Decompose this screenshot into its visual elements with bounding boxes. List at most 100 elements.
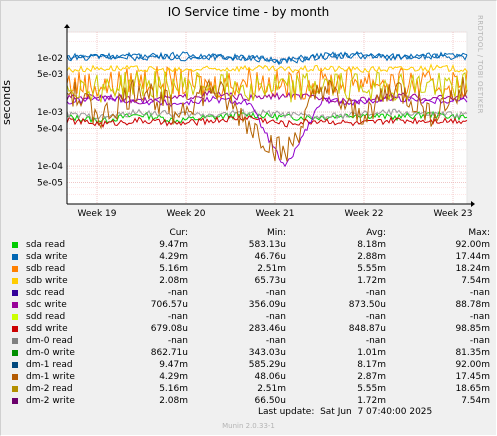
legend-min: 2.51m	[257, 264, 286, 274]
legend-row: dm-1 write 4.29m 48.06u 2.87m 17.45m	[12, 372, 490, 384]
legend-cur: 4.29m	[159, 252, 188, 262]
legend-swatch	[12, 266, 18, 272]
legend-header: Cur: Min: Avg: Max:	[12, 228, 490, 240]
legend-cur: 5.16m	[159, 264, 188, 274]
legend-swatch	[12, 314, 18, 320]
legend-swatch	[12, 374, 18, 380]
x-tick-label: Week 22	[345, 209, 384, 219]
legend-min: -nan	[265, 288, 286, 298]
series-line-dm-1-write	[66, 94, 468, 168]
legend-series-name: dm-1 write	[26, 372, 75, 382]
y-tick-label: 5e-04	[37, 124, 63, 134]
legend: Cur: Min: Avg: Max: sda read 9.47m 583.13u…	[12, 228, 490, 408]
legend-series-name: dm-2 write	[26, 396, 75, 406]
y-tick-label: 5e-05	[37, 178, 63, 188]
legend-swatch	[12, 302, 18, 308]
legend-min: 585.29u	[248, 360, 286, 370]
legend-min: 2.51m	[257, 384, 286, 394]
legend-row: sda write 4.29m 46.76u 2.88m 17.44m	[12, 252, 490, 264]
legend-max: 92.00m	[455, 240, 490, 250]
legend-series-name: dm-0 write	[26, 348, 75, 358]
legend-min: 65.73u	[254, 276, 286, 286]
legend-series-name: dm-1 read	[26, 360, 73, 370]
legend-avg: 1.72m	[357, 276, 386, 286]
legend-series-name: sdd write	[26, 324, 68, 334]
legend-max: 7.54m	[461, 276, 490, 286]
legend-cur: 862.71u	[150, 348, 188, 358]
header-min: Min:	[266, 228, 286, 238]
legend-swatch	[12, 338, 18, 344]
version-label: Munin 2.0.33-1	[222, 422, 275, 430]
legend-row: sdd read -nan -nan -nan -nan	[12, 312, 490, 324]
legend-series-name: sda read	[26, 240, 66, 250]
legend-series-name: dm-2 read	[26, 384, 73, 394]
legend-max: -nan	[469, 288, 490, 298]
legend-avg: 2.88m	[357, 252, 386, 262]
legend-cur: 679.08u	[150, 324, 188, 334]
series-line-dm-0-write	[66, 108, 468, 121]
legend-max: 92.00m	[455, 360, 490, 370]
legend-swatch	[12, 398, 18, 404]
legend-row: sdc read -nan -nan -nan -nan	[12, 288, 490, 300]
x-tick-label: Week 23	[434, 209, 473, 219]
rrdtool-credit: RRDTOOL / TOBI OETIKER	[476, 15, 484, 114]
legend-series-name: sda write	[26, 252, 68, 262]
legend-series-name: sdc read	[26, 288, 65, 298]
legend-cur: 4.29m	[159, 372, 188, 382]
legend-cur: 2.08m	[159, 396, 188, 406]
series-line-sda-read	[66, 110, 468, 124]
legend-row: sdc write 706.57u 356.09u 873.50u 88.78m	[12, 300, 490, 312]
legend-max: 98.85m	[455, 324, 490, 334]
legend-row: dm-0 write 862.71u 343.03u 1.01m 81.35m	[12, 348, 490, 360]
legend-max: 81.35m	[455, 348, 490, 358]
legend-avg: 1.01m	[357, 348, 386, 358]
legend-max: 18.24m	[455, 264, 490, 274]
legend-max: 18.65m	[455, 384, 490, 394]
legend-cur: -nan	[167, 312, 188, 322]
header-cur: Cur:	[169, 228, 188, 238]
legend-avg: -nan	[365, 336, 386, 346]
legend-max: 88.78m	[455, 300, 490, 310]
legend-cur: 706.57u	[150, 300, 188, 310]
legend-series-name: sdb write	[26, 276, 68, 286]
legend-cur: -nan	[167, 336, 188, 346]
legend-swatch	[12, 350, 18, 356]
legend-avg: 2.87m	[357, 372, 386, 382]
legend-max: -nan	[469, 336, 490, 346]
y-tick-label: 1e-03	[37, 108, 63, 118]
series-line-sdd-write	[66, 115, 468, 129]
legend-series-name: sdc write	[26, 300, 67, 310]
legend-min: 583.13u	[248, 240, 286, 250]
legend-swatch	[12, 290, 18, 296]
legend-row: sdb read 5.16m 2.51m 5.55m 18.24m	[12, 264, 490, 276]
header-avg: Avg:	[366, 228, 386, 238]
y-tick-label: 5e-03	[37, 70, 63, 80]
legend-avg: 8.18m	[357, 240, 386, 250]
legend-row: sdd write 679.08u 283.46u 848.87u 98.85m	[12, 324, 490, 336]
legend-swatch	[12, 278, 18, 284]
series-line-dm-2-write	[66, 77, 468, 162]
legend-avg: 873.50u	[348, 300, 386, 310]
legend-row: dm-1 read 9.47m 585.29u 8.17m 92.00m	[12, 360, 490, 372]
y-tick-label: 1e-04	[37, 162, 63, 172]
legend-avg: 848.87u	[348, 324, 386, 334]
legend-max: 17.44m	[455, 252, 490, 262]
x-tick-label: Week 21	[256, 209, 295, 219]
legend-series-name: sdd read	[26, 312, 66, 322]
legend-series-name: sdb read	[26, 264, 66, 274]
x-tick-label: Week 20	[167, 209, 206, 219]
legend-avg: 8.17m	[357, 360, 386, 370]
legend-min: 66.50u	[254, 396, 286, 406]
header-max: Max:	[468, 228, 490, 238]
legend-min: 46.76u	[254, 252, 286, 262]
legend-swatch	[12, 242, 18, 248]
legend-avg: -nan	[365, 288, 386, 298]
legend-max: 7.54m	[461, 396, 490, 406]
legend-row: sda read 9.47m 583.13u 8.18m 92.00m	[12, 240, 490, 252]
x-tick-label: Week 19	[78, 209, 117, 219]
legend-swatch	[12, 326, 18, 332]
legend-min: -nan	[265, 336, 286, 346]
legend-min: 283.46u	[248, 324, 286, 334]
legend-min: -nan	[265, 312, 286, 322]
legend-avg: 1.72m	[357, 396, 386, 406]
